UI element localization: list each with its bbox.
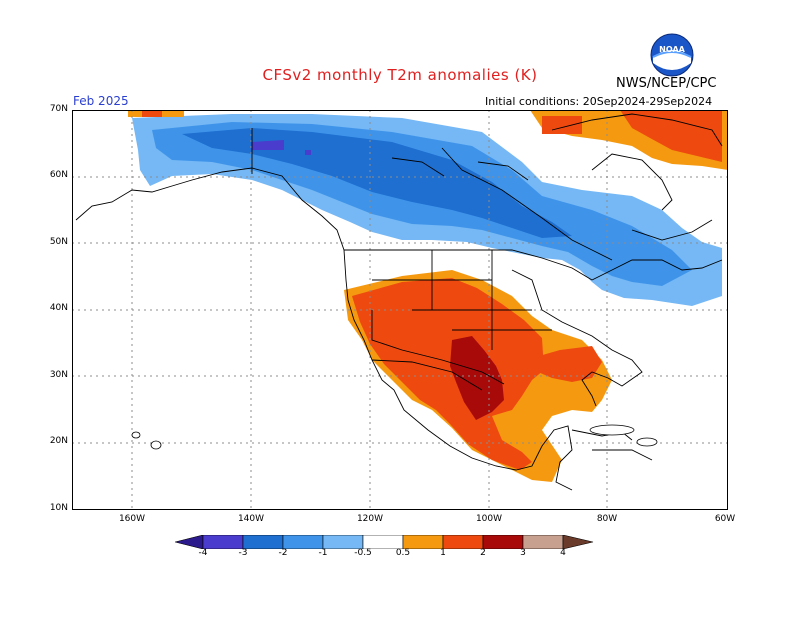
cold-spot — [305, 150, 311, 155]
lat-label-10n: 10N — [49, 503, 68, 513]
anomaly-map — [72, 110, 728, 510]
warm-south-layer — [344, 270, 612, 482]
lon-label-60w: 60W — [714, 514, 736, 524]
cold-anomaly-layer — [132, 114, 722, 306]
lon-label-120w: 120W — [356, 514, 384, 524]
initial-conditions: Initial conditions: 20Sep2024-29Sep2024 — [485, 95, 713, 108]
lon-label-100w: 100W — [475, 514, 503, 524]
cold-region-dark — [182, 128, 572, 238]
warm-region-medium — [352, 278, 544, 470]
islands — [131, 424, 658, 450]
cbar-label-neg1: -1 — [318, 548, 328, 558]
lon-label-80w: 80W — [596, 514, 618, 524]
cbar-label-neg3: -3 — [238, 548, 248, 558]
cbar-bin-neg2 — [282, 535, 324, 549]
coastlines — [75, 113, 723, 491]
warm-northeast-core — [620, 110, 722, 162]
cbar-label-pos1: 1 — [440, 548, 446, 558]
lon-label-140w: 140W — [237, 514, 265, 524]
warm-southeast — [532, 346, 602, 382]
lat-label-70n: 70N — [49, 104, 68, 114]
svg-text:NOAA: NOAA — [659, 45, 685, 54]
cbar-label-neg05: -0.5 — [354, 548, 372, 558]
cbar-bin-neg4 — [202, 535, 244, 549]
warm-arctic-layer — [128, 110, 728, 170]
cbar-bin-neg1 — [322, 535, 364, 549]
lat-label-40n: 40N — [49, 303, 68, 313]
graticule — [72, 110, 728, 510]
cbar-label-neg4: -4 — [198, 548, 208, 558]
warm-region-dark — [450, 336, 504, 420]
lat-label-60n: 60N — [49, 170, 68, 180]
cbar-label-pos4: 4 — [560, 548, 566, 558]
cbar-bin-pos05 — [402, 535, 444, 549]
cbar-bin-pos3 — [522, 535, 564, 549]
cbar-label-pos05: 0.5 — [395, 548, 411, 558]
cbar-bin-pos1 — [442, 535, 484, 549]
lat-label-30n: 30N — [49, 370, 68, 380]
lat-label-50n: 50N — [49, 237, 68, 247]
cbar-arrow-right — [562, 535, 594, 549]
cbar-arrow-left — [175, 535, 204, 549]
cbar-bin-neutral — [362, 535, 404, 549]
cbar-label-pos2: 2 — [480, 548, 486, 558]
forecast-month: Feb 2025 — [73, 94, 129, 108]
lat-label-20n: 20N — [49, 436, 68, 446]
noaa-logo: NOAA — [650, 33, 694, 77]
colorbar — [175, 535, 594, 549]
agency-label: NWS/NCEP/CPC — [616, 76, 717, 91]
map-frame — [72, 110, 728, 510]
cold-region-core — [252, 140, 284, 150]
warm-north-core — [142, 110, 162, 117]
lon-label-160w: 160W — [118, 514, 146, 524]
cbar-label-pos3: 3 — [520, 548, 526, 558]
chart-title: CFSv2 monthly T2m anomalies (K) — [262, 66, 538, 84]
cbar-bin-pos2 — [482, 535, 524, 549]
cbar-bin-neg3 — [242, 535, 284, 549]
cbar-label-neg2: -2 — [278, 548, 288, 558]
warm-baffin — [542, 116, 582, 134]
